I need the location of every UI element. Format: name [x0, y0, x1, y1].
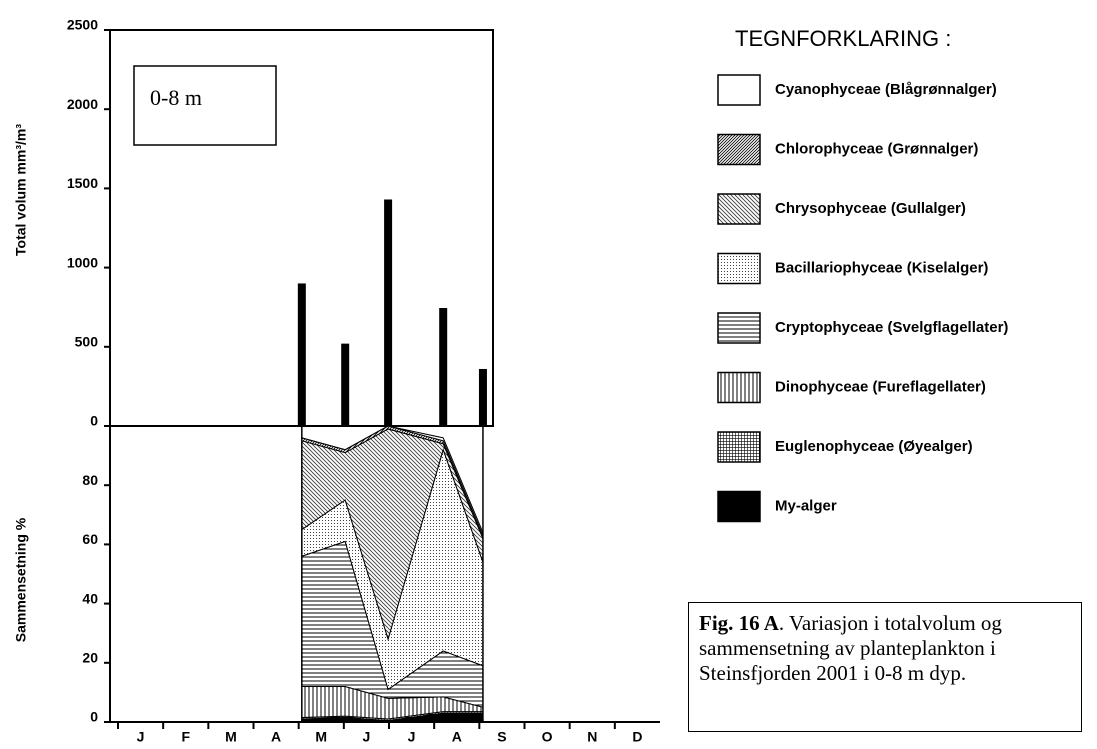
bar	[478, 368, 487, 426]
y-axis-title: Sammensetning %	[13, 517, 29, 642]
y-tick-label: 500	[75, 334, 99, 350]
legend-swatch	[717, 490, 761, 523]
legend-label: Euglenophyceae (Øyealger)	[775, 438, 973, 455]
legend-label: Bacillariophyceae (Kiselalger)	[775, 259, 988, 276]
caption: Fig. 16 A. Variasjon i totalvolum og sam…	[688, 602, 1082, 732]
x-tick-label: A	[452, 729, 462, 745]
y-tick-label: 2000	[67, 96, 98, 112]
legend-swatch	[717, 252, 761, 285]
bar	[297, 283, 306, 426]
x-tick-label: J	[408, 729, 416, 745]
legend-label: Dinophyceae (Fureflagellater)	[775, 378, 986, 395]
legend-swatch	[717, 193, 761, 225]
legend-swatch	[717, 133, 761, 166]
caption-text: . Variasjon i totalvolum og sammensetnin…	[699, 611, 1002, 685]
x-tick-label: F	[181, 729, 190, 745]
legend-label: Chlorophyceae (Grønnalger)	[775, 140, 978, 157]
annotation: 0-8 m	[150, 85, 202, 110]
y-tick-label: 80	[82, 472, 98, 488]
y-tick-label: 20	[82, 650, 98, 666]
caption-bold: Fig. 16 A	[699, 611, 779, 635]
x-tick-label: S	[497, 729, 506, 745]
x-tick-label: J	[363, 729, 371, 745]
x-tick-label: J	[137, 729, 145, 745]
x-tick-label: M	[225, 729, 237, 745]
legend-swatch	[717, 371, 761, 404]
y-tick-label: 40	[82, 590, 98, 606]
legend-swatch	[717, 431, 761, 463]
y-tick-label: 2500	[67, 17, 98, 33]
y-tick-label: 0	[90, 709, 98, 725]
x-tick-label: D	[632, 729, 642, 745]
legend-label: Cryptophyceae (Svelgflagellater)	[775, 319, 1008, 336]
y-tick-label: 60	[82, 531, 98, 547]
legend-swatch	[717, 74, 761, 106]
bar	[341, 343, 350, 426]
legend-swatch	[717, 312, 761, 344]
x-tick-label: A	[271, 729, 281, 745]
bar	[384, 199, 393, 426]
legend-title: TEGNFORKLARING :	[735, 26, 951, 51]
legend-label: My-alger	[775, 497, 837, 514]
y-axis-title: Total volum mm³/m³	[13, 124, 29, 256]
y-tick-label: 1500	[67, 175, 98, 191]
x-tick-label: N	[587, 729, 597, 745]
x-tick-label: O	[542, 729, 553, 745]
legend-label: Cyanophyceae (Blågrønnalger)	[775, 81, 997, 98]
legend-label: Chrysophyceae (Gullalger)	[775, 200, 966, 217]
x-tick-label: M	[315, 729, 327, 745]
annotation-box	[133, 65, 277, 146]
y-tick-label: 0	[90, 413, 98, 429]
bar	[439, 307, 448, 426]
y-tick-label: 1000	[67, 254, 98, 270]
